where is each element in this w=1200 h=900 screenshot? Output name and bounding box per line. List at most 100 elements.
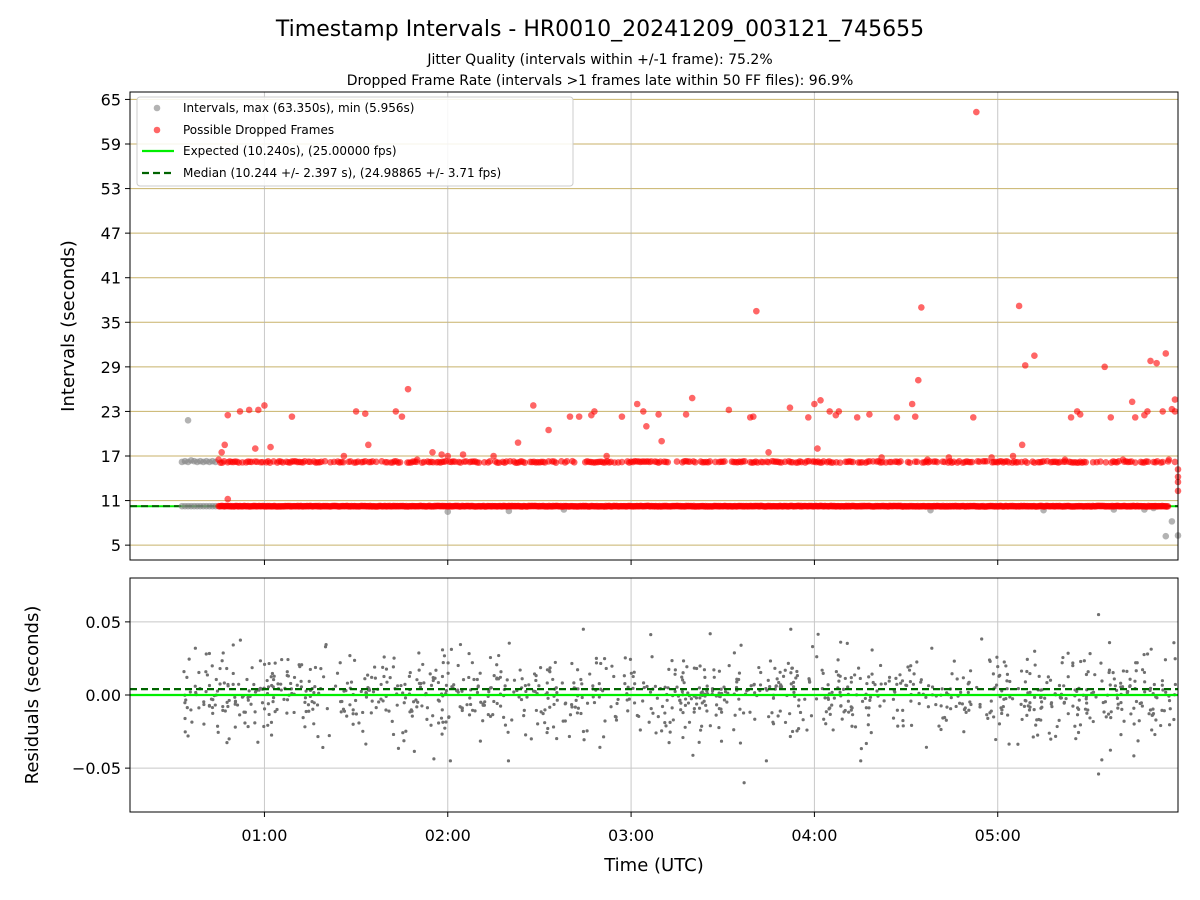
residual-point — [510, 718, 514, 722]
residual-point — [803, 697, 807, 701]
residual-point — [313, 685, 317, 689]
residual-point — [681, 671, 685, 675]
residual-point — [1133, 679, 1137, 683]
x-tick-label: 05:00 — [975, 826, 1021, 845]
residual-point — [1004, 696, 1008, 701]
residual-point — [1128, 677, 1132, 681]
residual-point — [488, 655, 493, 660]
residual-point — [1139, 701, 1144, 705]
residual-point — [765, 688, 769, 692]
intervals-plot: 5 11 17 23 29 35 41 47 53 59 65 Intervals (seconds… — [58, 90, 1182, 565]
residual-point — [873, 683, 877, 687]
residual-point — [349, 680, 354, 684]
residual-point — [1062, 700, 1066, 704]
residual-point — [497, 653, 501, 658]
residual-point — [231, 682, 235, 686]
residual-point — [548, 705, 552, 709]
residual-point — [473, 709, 477, 713]
dropped-frame-point — [973, 108, 980, 116]
residual-point — [1062, 684, 1066, 688]
residual-point — [856, 666, 861, 670]
residual-point — [498, 704, 503, 708]
residual-point — [673, 689, 677, 694]
dropped-frame-point — [486, 458, 494, 465]
residual-point — [1099, 661, 1103, 665]
residual-point — [715, 703, 719, 707]
residual-point — [1075, 689, 1079, 694]
residual-point — [673, 672, 677, 676]
residuals-y-tick-label: 0.05 — [85, 613, 121, 632]
residual-point — [546, 726, 550, 731]
residual-point — [841, 687, 846, 691]
residual-point — [301, 716, 305, 720]
residual-point — [211, 711, 215, 715]
residual-point — [310, 699, 314, 704]
residual-point — [390, 719, 394, 723]
residual-point — [759, 670, 763, 675]
residual-point — [952, 659, 956, 663]
residual-point — [1039, 700, 1044, 704]
residual-point — [570, 705, 574, 709]
residual-point — [831, 728, 835, 732]
residual-point — [1119, 681, 1123, 685]
residual-point — [651, 711, 655, 715]
residual-point — [265, 678, 269, 683]
residual-point — [959, 690, 963, 694]
residual-point — [1085, 701, 1089, 705]
residual-point — [1111, 671, 1115, 675]
dropped-frame-point — [933, 458, 941, 466]
residual-point — [768, 659, 773, 663]
residual-point — [467, 675, 471, 680]
dropped-frame-point — [321, 457, 329, 465]
dropped-frame-point — [365, 441, 372, 449]
residual-point — [1148, 688, 1152, 693]
residual-point — [791, 685, 796, 689]
residual-point — [448, 759, 452, 763]
residual-point — [1112, 677, 1116, 681]
residual-point — [475, 690, 480, 695]
residual-point — [1125, 690, 1129, 694]
intervals-y-tick-label: 53 — [101, 180, 121, 199]
residual-point — [828, 706, 832, 710]
residual-point — [794, 676, 798, 680]
residual-point — [919, 680, 923, 684]
dropped-frame-point — [753, 307, 760, 315]
residual-point — [460, 708, 464, 713]
chart-title: Timestamp Intervals - HR0010_20241209_00… — [275, 17, 924, 42]
residual-point — [1091, 690, 1096, 694]
dropped-frame-point — [826, 408, 833, 415]
residual-point — [285, 670, 289, 674]
residual-point — [1004, 664, 1008, 668]
residual-point — [649, 633, 653, 637]
residual-point — [348, 703, 352, 707]
residual-point — [221, 704, 225, 709]
residual-point — [1159, 723, 1163, 728]
dropped-frame-point — [1061, 456, 1069, 464]
residual-point — [790, 666, 794, 670]
residual-point — [303, 696, 308, 700]
residual-point — [1078, 723, 1083, 727]
residual-point — [1000, 711, 1004, 716]
residual-point — [623, 656, 627, 660]
residual-point — [663, 711, 667, 715]
residual-point — [870, 672, 874, 676]
residual-point — [316, 734, 320, 739]
residual-point — [1140, 704, 1144, 708]
residual-point — [434, 668, 438, 672]
residual-point — [738, 707, 742, 711]
residual-point — [440, 708, 444, 712]
residual-point — [807, 677, 811, 681]
residual-point — [702, 699, 706, 703]
residual-point — [1071, 704, 1075, 708]
residual-point — [681, 710, 685, 715]
residual-point — [227, 698, 231, 703]
residual-point — [262, 662, 267, 666]
residual-point — [949, 696, 953, 700]
residual-point — [894, 676, 898, 681]
residual-point — [545, 691, 549, 695]
residuals-reference-lines — [130, 688, 1178, 697]
residual-point — [1167, 699, 1172, 703]
residual-point — [834, 669, 838, 674]
residual-point — [377, 700, 381, 704]
residual-point — [552, 702, 556, 707]
